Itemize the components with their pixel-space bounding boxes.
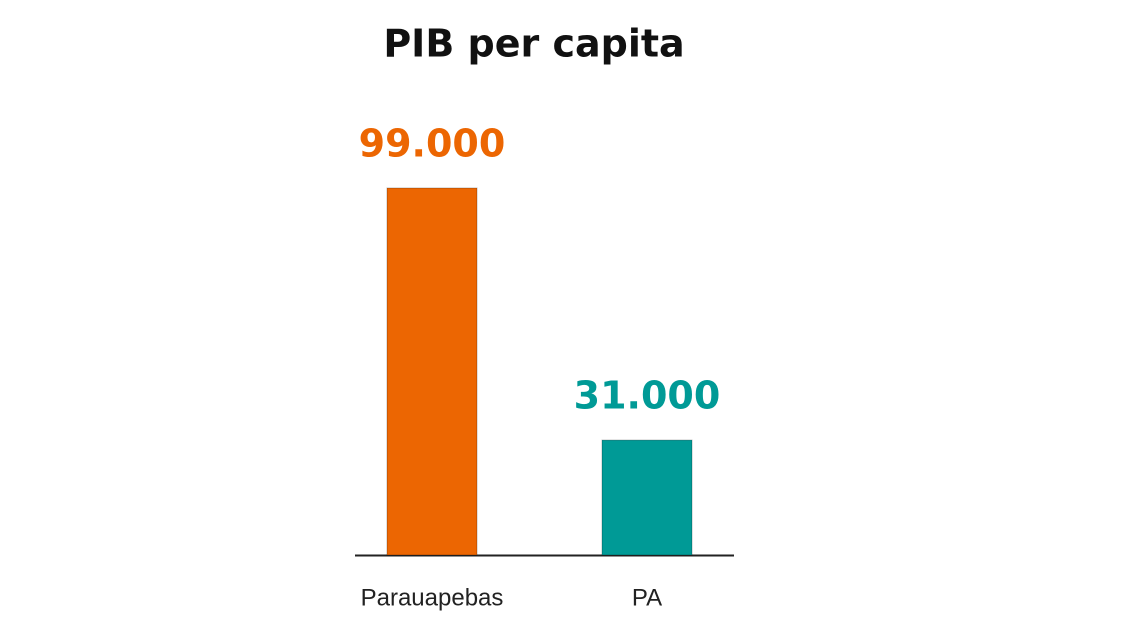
x-tick-label: Parauapebas: [361, 584, 504, 611]
value-label: 31.000: [574, 374, 721, 418]
bar: [386, 187, 478, 556]
x-tick-label: PA: [632, 584, 662, 611]
bar: [601, 439, 693, 556]
chart-title: PIB per capita: [383, 22, 684, 66]
value-label: 99.000: [359, 122, 506, 166]
